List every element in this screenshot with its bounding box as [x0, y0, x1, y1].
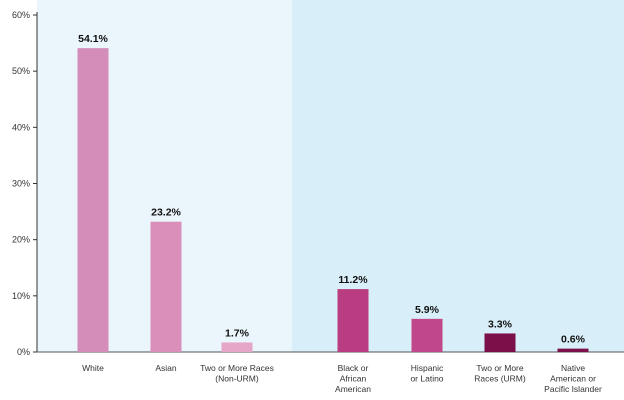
y-tick-label: 20%: [12, 235, 30, 245]
bar: [77, 48, 109, 352]
data-label: 23.2%: [151, 207, 181, 219]
category-label: American: [335, 384, 371, 394]
data-label: 3.3%: [488, 318, 513, 330]
category-label: (Non-URM): [215, 374, 259, 384]
bar: [411, 318, 443, 352]
bar: [557, 348, 589, 352]
category-label: Pacific Islander: [544, 384, 602, 394]
data-label: 1.7%: [225, 327, 250, 339]
category-label: Native: [561, 363, 585, 373]
y-tick-label: 0%: [17, 347, 30, 357]
category-label: White: [82, 363, 104, 373]
category-label: or Latino: [410, 374, 443, 384]
category-label: Races (URM): [474, 374, 526, 384]
y-tick-label: 50%: [12, 66, 30, 76]
category-label: American or: [550, 374, 596, 384]
category-label: Asian: [155, 363, 177, 373]
data-label: 11.2%: [338, 274, 368, 286]
category-label: African: [340, 374, 367, 384]
bar: [150, 221, 182, 352]
data-label: 0.6%: [561, 334, 586, 346]
category-label: Black or: [338, 363, 369, 373]
category-label: Two or More Races: [200, 363, 274, 373]
data-label: 5.9%: [415, 304, 440, 316]
category-label: Hispanic: [411, 363, 444, 373]
y-tick-label: 40%: [12, 122, 30, 132]
y-tick-label: 10%: [12, 291, 30, 301]
y-tick-label: 30%: [12, 179, 30, 189]
data-label: 54.1%: [78, 33, 108, 45]
bar: [221, 342, 253, 352]
bar: [337, 289, 369, 352]
bar: [484, 333, 516, 352]
category-label: Two or More: [476, 363, 524, 373]
y-tick-label: 60%: [12, 10, 30, 20]
